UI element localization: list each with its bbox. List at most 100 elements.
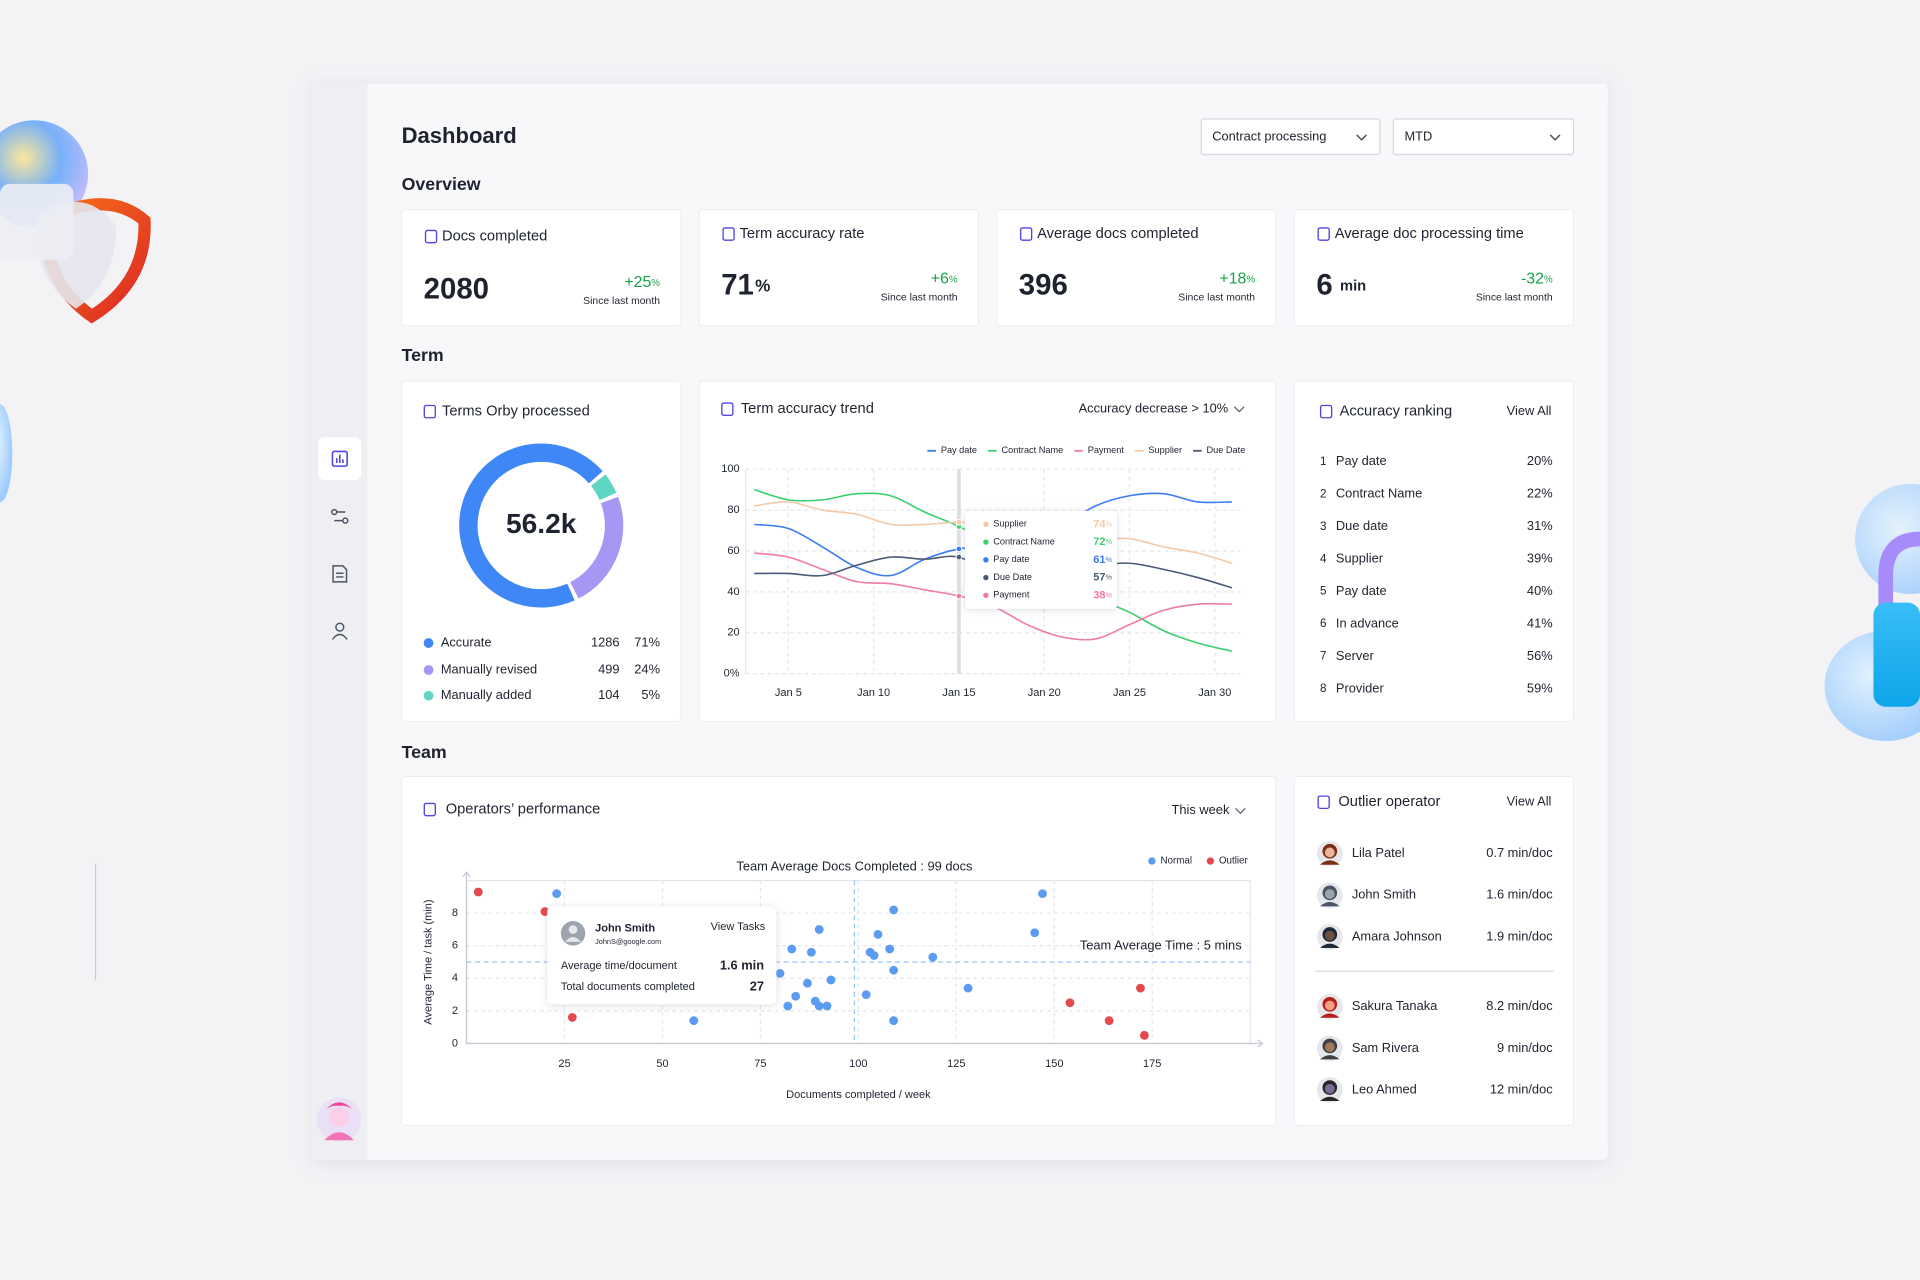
tooltip [547,906,777,1005]
operator-value: 1.6 min/doc [1486,887,1553,902]
kpi-number: 71 [721,269,754,302]
nav-users[interactable] [331,622,348,640]
hover-point [955,592,963,600]
dropdown[interactable] [1200,118,1381,156]
kpi-note: Since last month [583,296,660,307]
icon [721,402,734,416]
rank: 8 [1320,682,1326,695]
tooltip-row-value: 27 [750,979,764,994]
tooltip-action[interactable]: View Tasks [711,921,766,933]
y-axis-label: Average Time / task (min) [422,899,434,1024]
card [1293,380,1574,722]
kpi-change-unit: % [651,278,660,289]
x-tick-label: Jan 5 [775,687,802,699]
x-tick-label: 25 [558,1058,570,1070]
legend-label: Due Date [1207,445,1246,455]
legend-label: Pay date [941,445,977,455]
dropdown[interactable] [1392,118,1575,156]
rank-value: 40% [1527,583,1553,598]
chevron [1356,134,1368,141]
scatter-point [567,1013,577,1022]
chevron [1549,134,1561,141]
dropdown-label: Contract processing [1212,129,1326,144]
y-tick-label: 6 [452,940,458,952]
chart-filter[interactable]: Accuracy decrease > 10% [1079,401,1229,416]
dropdown-label: MTD [1404,129,1432,144]
rank-name: Supplier [1336,551,1384,566]
scatter-point [928,952,938,962]
rank: 2 [1320,487,1326,500]
legend-label: Manually revised [441,661,537,676]
scatter-point [889,1016,899,1026]
icon [1317,227,1330,241]
icon [1019,227,1033,241]
tooltip-row-value: 1.6 min [720,958,764,973]
rank: 1 [1320,455,1326,468]
y-tick-label: 4 [452,972,458,984]
icon [1319,404,1333,419]
icon [424,229,438,244]
tooltip-dot [983,521,989,527]
kpi-change-value: +25 [624,274,651,291]
tooltip-value: 61% [1093,554,1112,566]
x-tick-label: 125 [947,1058,965,1070]
nav-flows[interactable] [331,508,349,524]
chart-title: Terms Orby processed [442,404,590,420]
view-all[interactable]: View All [1507,403,1552,418]
kpi-number: 396 [1019,269,1068,302]
user-avatar[interactable] [317,1097,362,1142]
kpi-change-unit: % [949,274,958,285]
tooltip-value: 72% [1093,536,1112,548]
scatter-point [1038,889,1047,899]
card [401,776,1277,1126]
scatter-point [889,905,899,915]
rank-name: In advance [1336,615,1399,630]
scatter-point [814,925,824,934]
tooltip-number: 38 [1093,589,1105,601]
view-all[interactable]: View All [1507,794,1552,809]
card [401,380,682,722]
card-title: Accuracy ranking [1340,404,1453,420]
scatter-point [540,907,550,916]
tooltip-number: 72 [1093,536,1105,548]
legend-dot [423,665,434,675]
rank-value: 59% [1527,680,1553,695]
x-axis-label: Documents completed / week [786,1089,931,1101]
operator-value: 9 min/doc [1497,1040,1553,1055]
tooltip-dot [983,557,989,563]
section-title: Team [402,742,447,762]
page-title: Dashboard [402,123,517,148]
donut-segment [590,474,617,501]
nav-docs[interactable] [332,565,348,583]
operator-name: Lila Patel [1352,845,1405,860]
operator-value: 1.9 min/doc [1486,928,1553,943]
chart-filter[interactable]: This week [1172,802,1230,817]
tooltip-unit: % [1105,537,1112,546]
avatar-body [1320,1013,1340,1018]
y-tick-label: 80 [727,504,739,516]
avatar-body [1320,902,1340,907]
operator-name: Leo Ahmed [1352,1081,1417,1096]
rank-value: 31% [1527,518,1553,533]
kpi-title: Average doc processing time [1335,226,1524,242]
legend-percent: 5% [641,687,660,702]
x-axis [466,1039,1264,1048]
tooltip-number: 74 [1093,518,1106,530]
x-tick-label: 50 [656,1058,668,1070]
scatter-point [873,929,883,939]
rank-name: Pay date [1336,453,1387,468]
rank: 5 [1320,585,1326,598]
operator-value: 0.7 min/doc [1486,845,1553,860]
operator-name: John Smith [1352,887,1416,902]
tooltip-row-label: Average time/document [561,960,677,972]
avatar-body [1320,943,1340,948]
x-tick-label: Jan 25 [1113,687,1146,699]
y-tick-label: 60 [727,545,739,557]
tooltip-email: JohnS@google.com [595,937,661,946]
x-tick-label: 75 [754,1058,766,1070]
legend-dot [1148,857,1156,865]
avatar-face [1324,930,1335,941]
card [1293,209,1574,327]
icon [331,450,348,467]
